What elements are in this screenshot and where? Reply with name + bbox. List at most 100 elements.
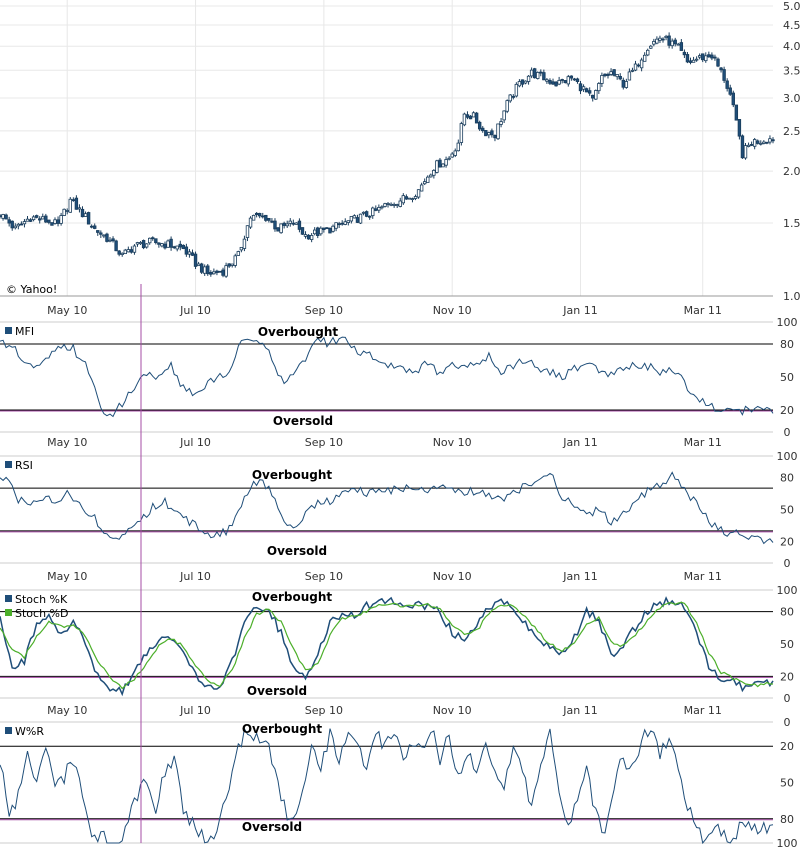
- candle-body: [44, 215, 48, 223]
- candle-body: [740, 135, 745, 159]
- candle-body: [245, 225, 250, 238]
- candle-body: [367, 215, 372, 218]
- candle-body: [77, 207, 82, 210]
- candle-body: [694, 58, 699, 61]
- candle-body: [264, 214, 268, 221]
- candle-body: [129, 249, 134, 253]
- candle-body: [462, 113, 467, 126]
- candle-body: [148, 237, 152, 244]
- candle-body: [349, 216, 354, 222]
- stoch-d-line: [0, 601, 773, 690]
- candle-body: [539, 71, 543, 74]
- candle-body: [273, 220, 277, 230]
- candle-body: [132, 245, 137, 253]
- candle-body: [407, 197, 412, 200]
- candle-body: [704, 55, 708, 62]
- indicator-y-tick-label: 100: [777, 584, 798, 597]
- candle-body: [108, 239, 112, 242]
- candle-body: [267, 217, 271, 221]
- candle-body: [270, 220, 274, 223]
- candle-body: [233, 255, 237, 266]
- indicator-x-tick-label: Jul 10: [179, 704, 211, 717]
- candle-body: [334, 222, 338, 229]
- indicator-y-tick-label: 0: [784, 716, 791, 729]
- candle-body: [646, 49, 650, 56]
- williams-r-line: [0, 727, 774, 845]
- candle-body: [10, 220, 14, 229]
- candle-body: [493, 135, 497, 139]
- indicator-y-tick-label: 50: [780, 371, 794, 384]
- candle-body: [688, 60, 693, 63]
- candle-body: [609, 71, 613, 75]
- candle-body: [383, 203, 387, 207]
- candle-body: [276, 227, 280, 232]
- candle-body: [71, 199, 76, 202]
- candle-body: [502, 110, 506, 121]
- candle-body: [386, 203, 390, 205]
- candle-body: [325, 227, 329, 230]
- candle-body: [7, 219, 11, 224]
- candle-body: [218, 270, 222, 273]
- candle-body: [187, 251, 192, 255]
- candle-body: [337, 223, 341, 226]
- candle-body: [236, 251, 241, 256]
- candle-body: [401, 195, 406, 204]
- candle-body: [248, 217, 253, 228]
- candle-body: [416, 189, 421, 198]
- candle-body: [624, 81, 629, 88]
- candle-body: [673, 39, 677, 45]
- candle-body: [254, 212, 259, 216]
- candle-body: [618, 75, 622, 80]
- indicator-x-tick-label: May 10: [47, 570, 87, 583]
- candle-body: [548, 79, 552, 84]
- price-x-tick-label: May 10: [47, 304, 87, 317]
- candle-body: [560, 79, 564, 81]
- candle-body: [594, 90, 598, 100]
- candle-body: [13, 225, 17, 229]
- indicator-panel: 0 20 50 80 100 RSI Overbought Oversold: [0, 450, 798, 570]
- candle-body: [447, 157, 451, 160]
- candle-body: [319, 227, 323, 235]
- candle-body: [291, 222, 296, 225]
- candle-body: [569, 75, 574, 79]
- indicator-x-tick-label: Jan 11: [562, 570, 597, 583]
- candle-body: [138, 242, 143, 245]
- candle-body: [190, 252, 195, 256]
- candle-body: [0, 215, 2, 218]
- candle-body: [141, 240, 146, 249]
- candle-body: [563, 80, 567, 84]
- candle-body: [31, 216, 36, 221]
- candle-body: [279, 223, 283, 234]
- legend-swatch: [5, 595, 12, 602]
- candle-body: [615, 74, 619, 78]
- candle-body: [664, 35, 668, 38]
- candle-body: [157, 242, 161, 245]
- legend-swatch: [5, 461, 12, 468]
- candle-body: [181, 244, 186, 250]
- candle-body: [670, 40, 674, 47]
- candle-body: [340, 222, 344, 225]
- candle-body: [600, 75, 604, 84]
- legend-label: Stoch %K: [15, 593, 68, 606]
- stoch-oversold-label: Oversold: [247, 684, 307, 698]
- candle-body: [456, 142, 461, 152]
- candle-body: [175, 245, 179, 250]
- legend-swatch: [5, 327, 12, 334]
- candle-body: [404, 196, 409, 200]
- candle-body: [102, 234, 106, 237]
- candle-body: [395, 204, 399, 206]
- legend-label: W%R: [15, 725, 44, 738]
- indicator-y-tick-label: 0: [784, 557, 791, 570]
- candle-body: [312, 229, 317, 235]
- candle-body: [242, 238, 247, 249]
- candle-body: [166, 240, 170, 248]
- candle-body: [591, 94, 595, 99]
- mfi-overbought-label: Overbought: [258, 325, 339, 339]
- candle-body: [126, 249, 131, 253]
- candle-body: [178, 243, 182, 248]
- candle-body: [22, 221, 27, 225]
- price-x-tick-label: Jan 11: [562, 304, 597, 317]
- indicator-x-tick-label: Sep 10: [305, 570, 343, 583]
